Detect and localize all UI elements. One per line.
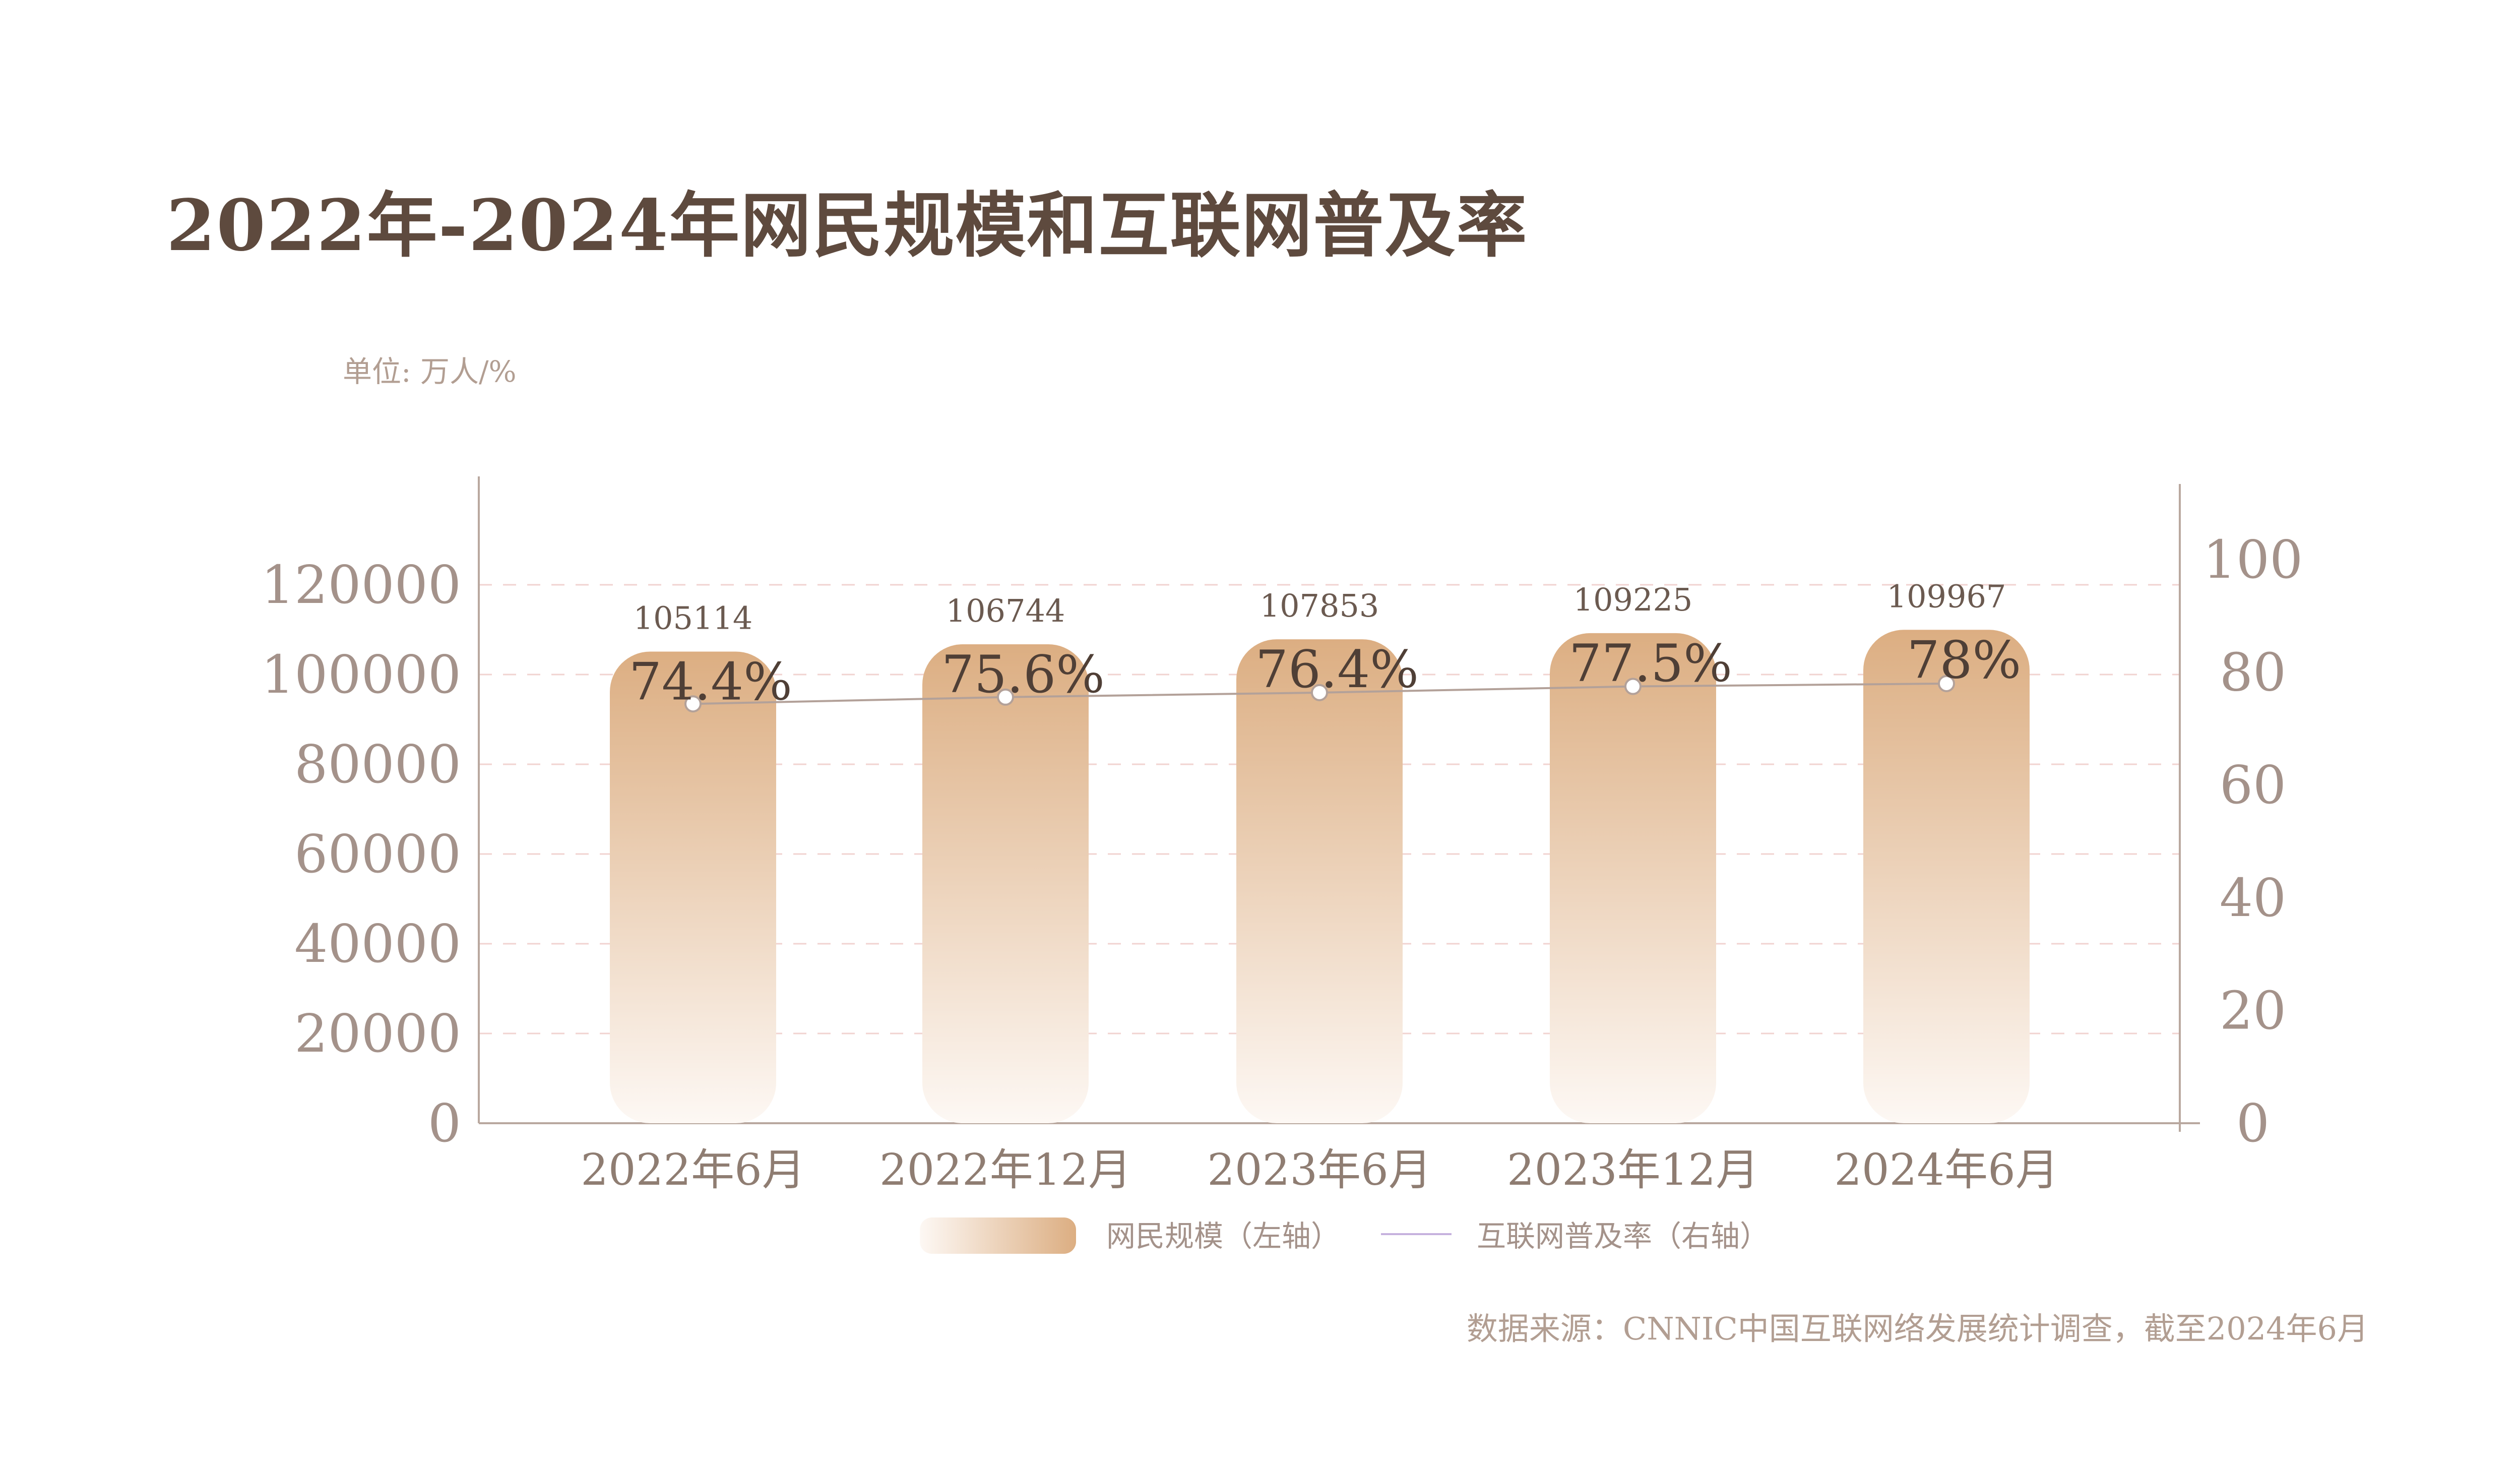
left-tick-label: 100000 (261, 644, 461, 705)
left-tick-label: 20000 (294, 1003, 461, 1064)
bar (1236, 639, 1403, 1123)
bar-value-label: 105114 (634, 599, 753, 636)
left-tick-label: 60000 (294, 823, 461, 885)
bars (610, 630, 2030, 1123)
bar (1863, 630, 2030, 1123)
legend-bar-swatch (920, 1217, 1076, 1254)
bar-value-label: 106744 (946, 592, 1065, 629)
rate-value-label: 77.5% (1569, 634, 1732, 694)
right-tick-label: 40 (2220, 867, 2286, 929)
category-label: 2023年12月 (1507, 1145, 1759, 1195)
right-tick-label: 20 (2220, 980, 2286, 1041)
rate-point (1311, 684, 1328, 701)
right-tick-label: 100 (2203, 529, 2303, 590)
left-tick-label: 120000 (261, 554, 461, 616)
category-label: 2022年12月 (879, 1145, 1131, 1195)
rate-value-label: 74.4% (629, 652, 792, 712)
right-axis-ticks: 0 20 40 60 80 100 (2203, 529, 2303, 1154)
category-label: 2022年6月 (581, 1145, 805, 1195)
legend-bar-label: 网民规模（左轴） (1106, 1219, 1340, 1253)
right-tick-label: 0 (2236, 1092, 2270, 1154)
right-tick-label: 60 (2220, 754, 2286, 816)
category-labels: 2022年6月 2022年12月 2023年6月 2023年12月 2024年6月 (581, 1145, 2059, 1195)
bar (922, 644, 1089, 1123)
category-label: 2024年6月 (1834, 1145, 2059, 1195)
unit-label: 单位: 万人/% (343, 354, 517, 389)
legend-line-label: 互联网普及率（右轴） (1477, 1219, 1769, 1253)
category-label: 2023年6月 (1207, 1145, 1432, 1195)
chart-title: 2022年-2024年网民规模和互联网普及率 (166, 185, 1528, 267)
right-tick-label: 80 (2220, 642, 2286, 703)
bar-value-label: 107853 (1260, 587, 1379, 624)
rate-point (997, 688, 1014, 706)
left-axis-ticks: 0 20000 40000 60000 80000 100000 120000 (261, 554, 461, 1154)
rate-point (1624, 678, 1642, 695)
data-labels: 105114 106744 107853 109225 109967 74.4% 75.6%… (629, 578, 2021, 712)
rate-point (1938, 675, 1955, 692)
bar (610, 651, 776, 1123)
bar-value-label: 109967 (1887, 578, 2006, 615)
rate-value-label: 76.4% (1255, 640, 1419, 700)
data-source-note: 数据来源：CNNIC中国互联网络发展统计调查，截至2024年6月 (1466, 1310, 2368, 1347)
bar-value-label: 109225 (1573, 581, 1693, 618)
left-tick-label: 80000 (294, 734, 461, 795)
rate-point (684, 695, 702, 713)
rate-value-label: 75.6% (941, 645, 1105, 705)
legend: 网民规模（左轴） 互联网普及率（右轴） (920, 1217, 1769, 1254)
left-tick-label: 0 (428, 1092, 461, 1154)
rate-value-label: 78% (1907, 630, 2022, 690)
bar (1550, 633, 1716, 1123)
left-tick-label: 40000 (294, 913, 461, 974)
rate-line (684, 675, 1955, 713)
